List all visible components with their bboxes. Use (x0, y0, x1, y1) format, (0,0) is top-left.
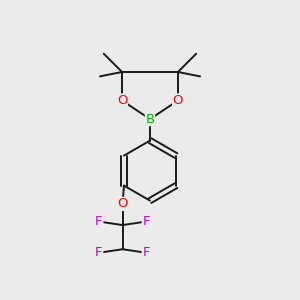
Text: B: B (146, 112, 154, 126)
Text: O: O (117, 94, 127, 107)
Text: O: O (117, 197, 128, 210)
Text: O: O (173, 94, 183, 107)
Text: F: F (95, 246, 103, 259)
Text: F: F (95, 215, 103, 228)
Text: F: F (142, 215, 150, 228)
Text: F: F (142, 246, 150, 259)
